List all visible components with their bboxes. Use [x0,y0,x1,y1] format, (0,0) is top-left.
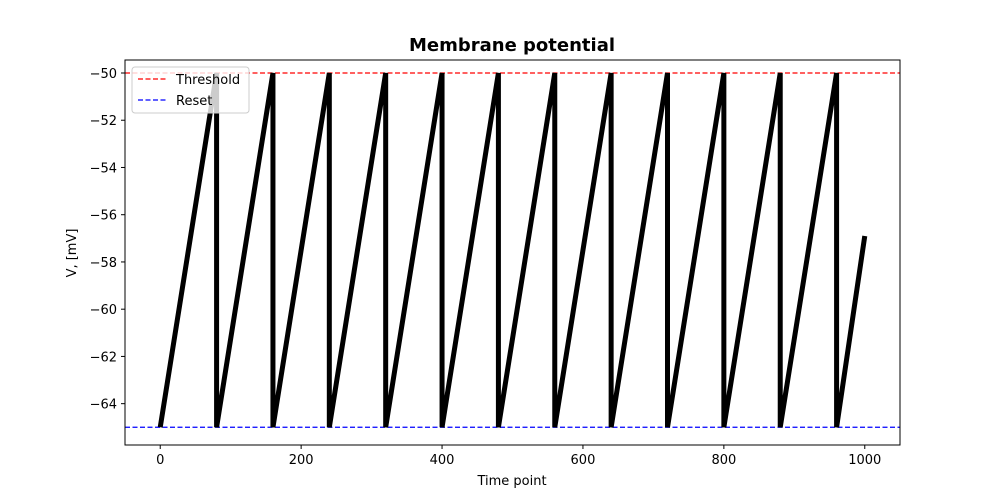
y-tick-label: −54 [90,161,117,176]
x-tick-label: 200 [289,453,314,468]
y-tick-label: −62 [90,350,117,365]
x-tick-label: 600 [571,453,596,468]
chart-title: Membrane potential [409,35,615,56]
legend: Threshold Reset [131,66,250,114]
y-axis-ticks: −50 −52 −54 −56 −58 −60 −62 −64 [90,67,125,413]
legend-label-reset: Reset [176,94,212,109]
x-tick-label: 1000 [848,453,881,468]
x-tick-label: 800 [711,453,736,468]
y-axis-label: V, [mV] [65,229,80,278]
y-tick-label: −64 [90,398,117,413]
axes-frame [124,59,901,446]
x-tick-label: 400 [430,453,455,468]
series-line-membrane-potential [157,72,868,428]
x-tick-label: 0 [156,453,164,468]
y-tick-label: −60 [90,303,117,318]
plot-area [124,59,901,446]
y-tick-label: −58 [90,256,117,271]
x-axis-label: Time point [476,474,546,489]
y-tick-label: −56 [90,209,117,224]
y-tick-label: −50 [90,67,117,82]
y-tick-label: −52 [90,114,117,129]
legend-label-threshold: Threshold [175,73,240,88]
x-axis-ticks: 0 200 400 600 800 1000 [156,445,881,468]
